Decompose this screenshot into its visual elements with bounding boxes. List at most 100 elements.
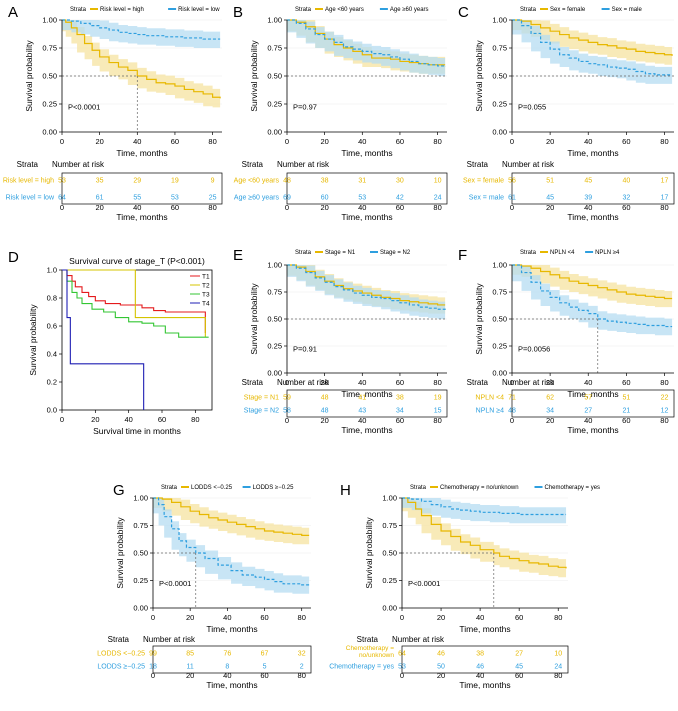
risk-x-tick-label: 80 (433, 203, 441, 212)
x-axis-label: Time, months (341, 389, 392, 399)
risk-x-axis-label: Time, months (206, 680, 257, 690)
risk-table-frame (401, 645, 569, 674)
risk-strata-header: Strata (242, 160, 264, 169)
curve-t4 (62, 269, 145, 410)
y-tick-label: 0.50 (492, 315, 507, 324)
legend-label: T4 (202, 301, 210, 308)
risk-count: 41 (358, 395, 366, 402)
risk-count: 30 (396, 178, 404, 185)
panel-h: H Strata Chemotherapy = no/unknown Chemothe… (329, 482, 600, 690)
legend: Strata Age <60 years Age ≥60 years (295, 7, 429, 13)
risk-strata-header: Strata (357, 635, 379, 644)
risk-table-frame (511, 172, 675, 205)
survival-curve-2 (287, 19, 446, 68)
risk-count: 40 (622, 178, 630, 185)
risk-count: 45 (515, 664, 523, 671)
risk-x-tick-label: 80 (298, 671, 306, 680)
risk-x-tick-label: 0 (285, 416, 289, 425)
x-axis-label: Time, months (341, 148, 392, 158)
p-value: P=0.91 (293, 344, 317, 353)
x-tick-label: 0 (60, 137, 64, 146)
panel-letter: E (233, 247, 243, 264)
risk-table-frame (286, 389, 448, 418)
curve-t3 (62, 269, 209, 338)
panel-letter: B (233, 4, 243, 21)
risk-count: 11 (187, 664, 194, 671)
risk-count: 12 (661, 408, 669, 415)
survival-curve-2 (402, 497, 567, 516)
y-tick-label: 1.00 (492, 16, 507, 25)
risk-table-frame (61, 172, 223, 205)
legend-title: Strata (295, 250, 312, 256)
panel-c: C Strata Sex = female Sex = male 0.00 0.25 0.5… (458, 4, 675, 222)
x-tick-label: 60 (396, 378, 404, 387)
risk-count: 51 (546, 178, 554, 185)
x-tick-label: 40 (584, 378, 592, 387)
panel-letter: A (8, 4, 18, 21)
legend: Strata Chemotherapy = no/unknown Chemother… (410, 485, 600, 491)
legend-label: Age <60 years (325, 7, 364, 13)
x-tick-label: 20 (186, 613, 194, 622)
legend: Strata NPLN <4 NPLN ≥4 (520, 250, 620, 256)
ci-band-1 (402, 498, 567, 578)
y-tick-label: 0.25 (267, 342, 282, 351)
panel-letter: D (8, 249, 19, 266)
y-axis-label: Survival probability (28, 304, 38, 376)
risk-title: Number at risk (392, 635, 445, 644)
y-tick-label: 0.50 (382, 549, 397, 558)
risk-count: 10 (434, 178, 442, 185)
risk-count: 45 (546, 195, 554, 202)
legend-title: Strata (520, 7, 537, 13)
risk-table-frame (152, 645, 312, 674)
y-axis-label: Survival probability (474, 283, 484, 355)
y-tick-label: 0.50 (267, 315, 282, 324)
risk-title: Number at risk (52, 160, 105, 169)
x-tick-label: 40 (358, 378, 366, 387)
risk-x-tick-label: 80 (660, 416, 668, 425)
risk-x-tick-label: 20 (546, 203, 554, 212)
risk-row-label: Stage = N1 (244, 395, 279, 402)
panel-letter: H (340, 482, 351, 499)
x-tick-label: 60 (515, 613, 523, 622)
ci-band-1 (153, 498, 310, 545)
x-tick-label: 60 (158, 415, 166, 424)
risk-x-tick-label: 0 (285, 203, 289, 212)
legend-label: LODDS ≥−0.25 (253, 485, 294, 491)
risk-count: 32 (298, 651, 306, 658)
x-tick-label: 60 (622, 137, 630, 146)
risk-count: 76 (223, 651, 231, 658)
x-axis-label: Time, months (206, 624, 257, 634)
legend: Strata Risk level = high Risk level = low (70, 7, 220, 13)
x-tick-label: 40 (223, 613, 231, 622)
p-value: P=0.0056 (518, 344, 550, 353)
x-tick-label: 20 (546, 137, 554, 146)
risk-count: 15 (434, 408, 442, 415)
risk-count: 43 (358, 408, 366, 415)
panel-letter: C (458, 4, 469, 21)
x-tick-label: 0 (510, 137, 514, 146)
legend: Strata Sex = female Sex = male (520, 7, 642, 13)
risk-count: 19 (171, 178, 179, 185)
ci-band-2 (287, 265, 446, 319)
risk-count: 38 (476, 651, 484, 658)
risk-table-frame (511, 389, 675, 418)
risk-title: Number at risk (502, 378, 555, 387)
legend: Strata Stage = N1 Stage = N2 (295, 250, 411, 256)
p-value: P<0.0001 (159, 579, 191, 588)
risk-count: 19 (434, 395, 442, 402)
legend-label: Age ≥60 years (390, 7, 429, 13)
risk-count: 38 (396, 395, 404, 402)
x-axis-label: Time, months (567, 148, 618, 158)
risk-count: 53 (171, 195, 179, 202)
survival-curve-1 (287, 19, 446, 66)
legend-label: T1 (202, 274, 210, 281)
risk-count: 10 (554, 651, 562, 658)
legend: T1 T2 T3 T4 (190, 274, 210, 308)
x-tick-label: 80 (660, 137, 668, 146)
y-tick-label: 0.50 (42, 72, 57, 81)
x-tick-label: 80 (208, 137, 216, 146)
x-tick-label: 60 (622, 378, 630, 387)
x-tick-label: 0 (285, 378, 289, 387)
